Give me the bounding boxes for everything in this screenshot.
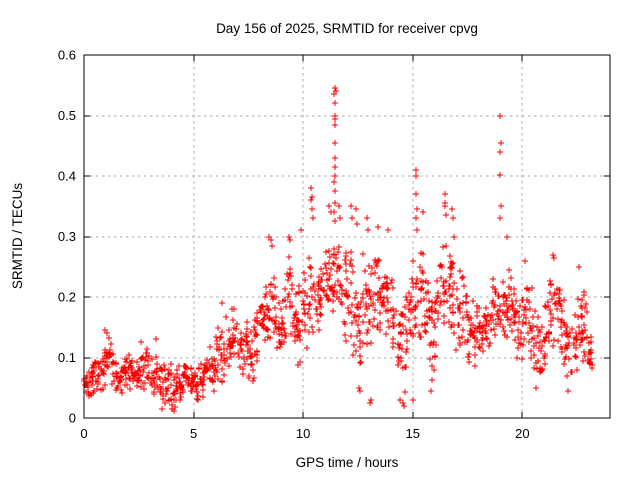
x-tick-label: 10 <box>296 426 310 441</box>
y-tick-label: 0.5 <box>58 108 76 123</box>
y-tick-label: 0 <box>69 411 76 426</box>
chart-title: Day 156 of 2025, SRMTID for receiver cpv… <box>216 21 478 36</box>
y-tick-label: 0.3 <box>58 229 76 244</box>
y-tick-label: 0.6 <box>58 48 76 63</box>
x-tick-label: 5 <box>190 426 197 441</box>
plot-border <box>83 54 611 419</box>
y-tick-label: 0.1 <box>58 350 76 365</box>
x-tick-label: 20 <box>515 426 529 441</box>
x-tick-label: 0 <box>80 426 87 441</box>
y-axis-label: SRMTID / TECUs <box>10 183 25 290</box>
tick-label-layer: 0 5 10 15 20 0 0.1 0.2 0.3 0.4 0.5 0.6 <box>58 48 530 442</box>
x-tick-label: 15 <box>406 426 420 441</box>
x-axis-label: GPS time / hours <box>296 455 399 470</box>
scatter-data-points <box>81 85 595 414</box>
grid-layer <box>84 55 610 418</box>
y-tick-label: 0.4 <box>58 169 76 184</box>
y-tick-label: 0.2 <box>58 290 76 305</box>
scatter-points-layer <box>81 85 595 414</box>
